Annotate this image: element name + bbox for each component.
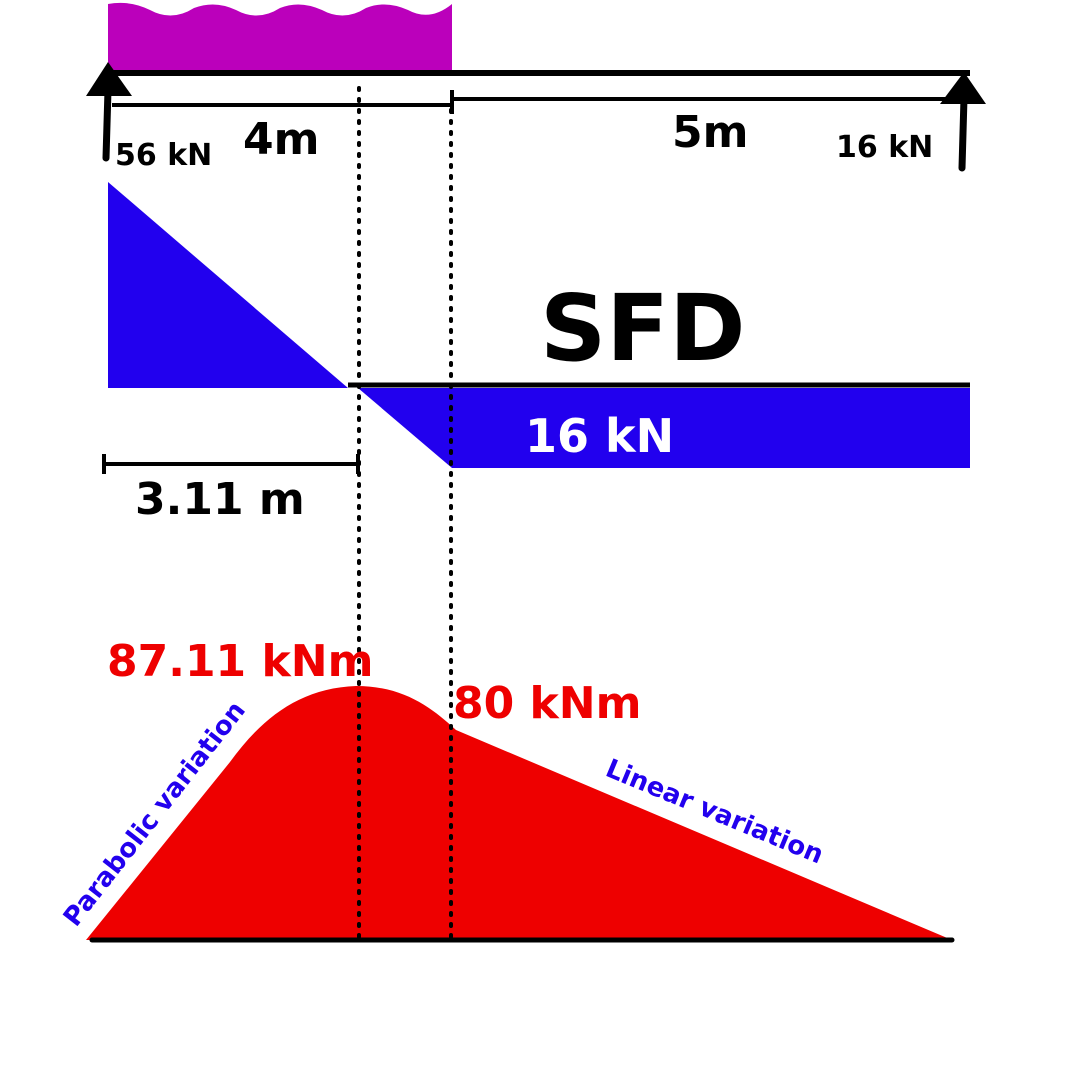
sfd-negative-region <box>358 388 970 468</box>
span-5m-label: 5m <box>672 107 748 158</box>
distributed-load <box>108 2 452 73</box>
max-moment-label: 87.11 kNm <box>107 636 373 687</box>
right-reaction-label: 16 kN <box>836 130 933 165</box>
left-reaction-label: 56 kN <box>115 138 212 173</box>
sfd-positive-region <box>108 182 348 388</box>
span-4m-label: 4m <box>243 114 319 165</box>
load-end-moment-label: 80 kNm <box>453 678 641 729</box>
right-reaction-arrow <box>940 72 986 172</box>
bmd-region <box>86 686 952 940</box>
sfd-title: SFD <box>540 275 745 382</box>
sfd-value-label: 16 kN <box>525 409 674 463</box>
left-reaction-arrow <box>86 62 132 162</box>
zero-shear-label: 3.11 m <box>135 474 305 525</box>
zero-shear-dimension <box>102 454 360 474</box>
